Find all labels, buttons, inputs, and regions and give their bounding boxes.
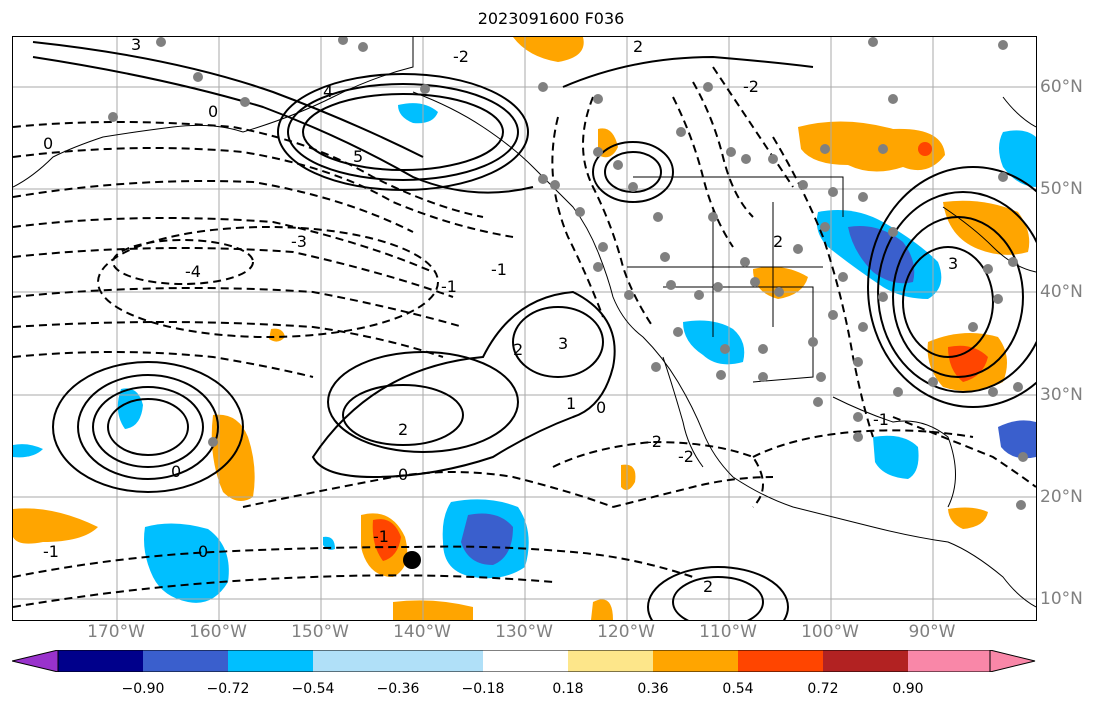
lat-label: 50°N bbox=[1040, 179, 1083, 199]
colorbar-bin bbox=[398, 650, 483, 672]
lon-label: 140°W bbox=[393, 622, 451, 642]
colorbar-bin bbox=[738, 650, 823, 672]
coastlines bbox=[13, 37, 1036, 608]
colorbar-bin bbox=[483, 650, 568, 672]
colorbar-tick: 0.36 bbox=[637, 681, 669, 697]
lat-label: 40°N bbox=[1040, 282, 1083, 302]
contour-label: 0 bbox=[208, 102, 218, 121]
contour-label: 0 bbox=[398, 465, 408, 484]
lon-label: 90°W bbox=[908, 622, 956, 642]
lon-label: 100°W bbox=[801, 622, 859, 642]
lat-label: 20°N bbox=[1040, 487, 1083, 507]
contour-label: -1 bbox=[373, 527, 389, 546]
lat-label: 60°N bbox=[1040, 77, 1083, 97]
colorbar-tick: 0.72 bbox=[807, 681, 839, 697]
lon-label: 110°W bbox=[699, 622, 757, 642]
contour-label: 3 bbox=[558, 334, 568, 353]
colorbar-bin bbox=[143, 650, 228, 672]
contour-label: 0 bbox=[43, 134, 53, 153]
storm-center-marker bbox=[403, 551, 421, 569]
station-markers bbox=[108, 37, 1028, 510]
lat-label: 10°N bbox=[1040, 589, 1083, 609]
lon-label: 170°W bbox=[87, 622, 145, 642]
colorbar-arrow-low bbox=[12, 650, 59, 672]
colorbar-bin bbox=[568, 650, 653, 672]
contour-label: 4 bbox=[323, 82, 333, 101]
contours-positive bbox=[32, 41, 1036, 620]
colorbar-tick: 0.54 bbox=[722, 681, 754, 697]
contour-label: 0 bbox=[198, 542, 208, 561]
contour-label: 3 bbox=[131, 37, 141, 54]
colorbar-bin bbox=[313, 650, 398, 672]
colorbar bbox=[12, 650, 1036, 672]
colorbar-tick: 0.90 bbox=[892, 681, 924, 697]
contour-label: 2 bbox=[398, 420, 408, 439]
map-canvas: 3 -3 -4 5 4 -1 -1 3 2 2 1 0 0 0 0 -1 -1 … bbox=[13, 37, 1036, 620]
contour-label: 2 bbox=[703, 577, 713, 596]
shading-positive bbox=[13, 37, 1030, 620]
colorbar-tick: −0.36 bbox=[376, 681, 420, 697]
colorbar-tick: −0.72 bbox=[206, 681, 250, 697]
lon-label: 120°W bbox=[597, 622, 655, 642]
contour-label: 2 bbox=[773, 232, 783, 251]
contour-label: 5 bbox=[353, 147, 363, 166]
graticule bbox=[13, 37, 1036, 620]
lon-label: 150°W bbox=[291, 622, 349, 642]
contour-label: -4 bbox=[185, 262, 201, 281]
contour-label: 0 bbox=[171, 462, 181, 481]
contour-label: -2 bbox=[678, 447, 694, 466]
contour-label: 2 bbox=[633, 37, 643, 56]
colorbar-tick: 0.18 bbox=[552, 681, 584, 697]
map-title: 2023091600 F036 bbox=[477, 9, 625, 28]
colorbar-arrow-high bbox=[989, 650, 1036, 672]
contours-negative bbox=[13, 66, 1036, 608]
contour-label: 0 bbox=[596, 398, 606, 417]
contour-label: -1 bbox=[873, 410, 889, 429]
lon-label: 130°W bbox=[495, 622, 553, 642]
colorbar-bin bbox=[58, 650, 143, 672]
contour-label: -2 bbox=[646, 432, 662, 451]
contour-label: -2 bbox=[743, 77, 759, 96]
contour-label: 2 bbox=[513, 340, 523, 359]
contour-label: -3 bbox=[291, 232, 307, 251]
lat-label: 30°N bbox=[1040, 385, 1083, 405]
contour-label: -2 bbox=[453, 47, 469, 66]
contour-labels: 3 -3 -4 5 4 -1 -1 3 2 2 1 0 0 0 0 -1 -1 … bbox=[43, 37, 958, 596]
contour-label: -1 bbox=[441, 277, 457, 296]
contour-label: -1 bbox=[491, 260, 507, 279]
map-panel: 3 -3 -4 5 4 -1 -1 3 2 2 1 0 0 0 0 -1 -1 … bbox=[12, 36, 1037, 621]
contour-label: 1 bbox=[566, 394, 576, 413]
colorbar-tick: −0.18 bbox=[461, 681, 505, 697]
contour-label: 3 bbox=[948, 254, 958, 273]
colorbar-bin bbox=[908, 650, 990, 672]
colorbar-tick: −0.54 bbox=[291, 681, 335, 697]
lon-label: 160°W bbox=[189, 622, 247, 642]
colorbar-bin bbox=[228, 650, 313, 672]
colorbar-bin bbox=[653, 650, 738, 672]
contour-label: -1 bbox=[43, 542, 59, 561]
colorbar-tick: −0.90 bbox=[121, 681, 165, 697]
colorbar-bin bbox=[823, 650, 908, 672]
